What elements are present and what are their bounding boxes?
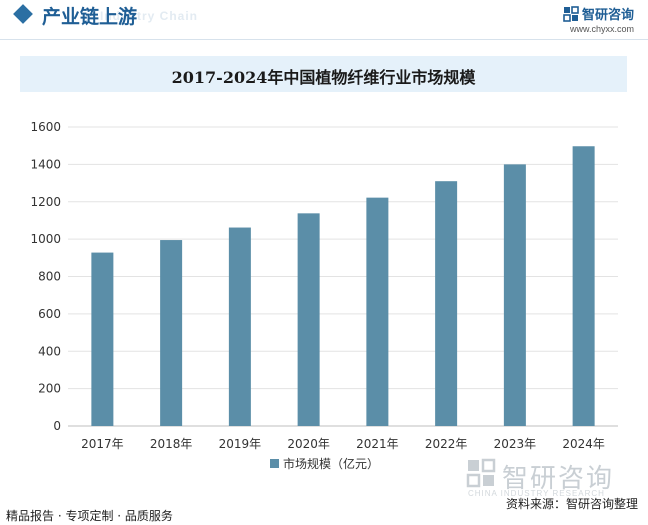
x-tick-label: 2019年 xyxy=(219,437,262,451)
chart-title: 2017-2024年中国植物纤维行业市场规模 xyxy=(171,68,476,87)
x-tick-label: 2020年 xyxy=(287,437,330,451)
chart-title-band: 2017-2024年中国植物纤维行业市场规模 xyxy=(20,56,627,92)
header: Industry Chain 产业链上游 智研咨询 www.chyxx.com xyxy=(0,0,648,34)
y-tick-label: 1200 xyxy=(30,195,61,209)
y-tick-label: 600 xyxy=(38,307,61,321)
x-tick-label: 2018年 xyxy=(150,437,193,451)
section-title: 产业链上游 xyxy=(42,6,138,28)
y-tick-label: 1000 xyxy=(30,232,61,246)
brand-name: 智研咨询 xyxy=(581,8,634,23)
y-tick-label: 200 xyxy=(38,382,61,396)
legend-label: 市场规模（亿元） xyxy=(283,456,379,471)
x-tick-label: 2023年 xyxy=(494,437,537,451)
bar xyxy=(160,240,183,426)
section-subtitle: Industry Chain xyxy=(100,9,199,23)
legend-swatch xyxy=(270,459,279,468)
y-tick-label: 1400 xyxy=(30,157,61,171)
bar xyxy=(91,252,114,426)
y-tick-label: 0 xyxy=(53,419,61,433)
bar xyxy=(435,181,458,426)
brand[interactable]: 智研咨询 www.chyxx.com xyxy=(563,3,634,34)
bar xyxy=(297,213,320,426)
y-tick-label: 1600 xyxy=(30,120,61,134)
y-tick-label: 400 xyxy=(38,344,61,358)
watermark-brand: 智研咨询 xyxy=(502,464,615,494)
bar xyxy=(228,227,251,426)
x-tick-label: 2021年 xyxy=(356,437,399,451)
bar xyxy=(503,164,526,426)
watermark-subtitle: CHINA INDUSTRY RESEARCH xyxy=(468,489,605,498)
x-tick-label: 2022年 xyxy=(425,437,468,451)
y-tick-label: 800 xyxy=(38,270,61,284)
source-note: 资料来源：智研咨询整理 xyxy=(505,497,638,511)
header-divider xyxy=(0,39,648,40)
x-tick-label: 2024年 xyxy=(562,437,605,451)
bar xyxy=(366,197,389,426)
watermark-logo-icon xyxy=(466,458,496,488)
x-tick-label: 2017年 xyxy=(81,437,124,451)
brand-url[interactable]: www.chyxx.com xyxy=(569,24,634,34)
footer-tagline: 精品报告 · 专项定制 · 品质服务 xyxy=(6,509,173,523)
brand-logo-icon xyxy=(563,5,579,22)
bar xyxy=(572,146,595,427)
